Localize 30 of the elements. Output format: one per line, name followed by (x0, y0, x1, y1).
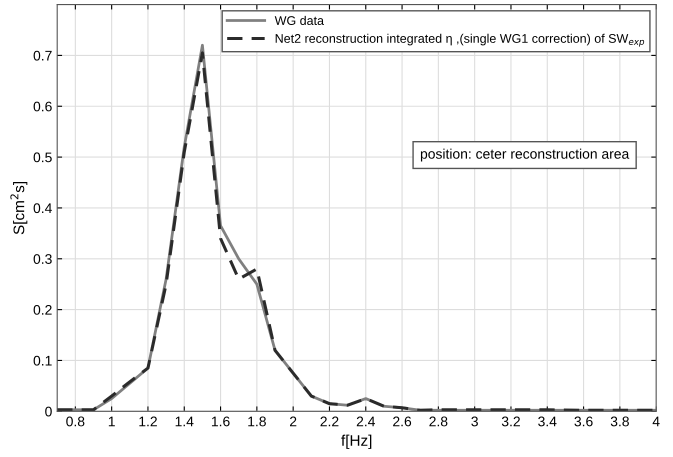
y-axis-title: S[cm$^{2}$s] (10, 182, 28, 234)
x-tick-label: 3 (471, 416, 478, 426)
y-tick-label: 0 (45, 406, 52, 416)
x-tick-label: 1.8 (248, 416, 266, 426)
x-tick-label: 3.6 (574, 416, 593, 426)
x-tick-label: 1 (108, 416, 115, 426)
x-tick-label: 3.2 (502, 416, 520, 426)
x-tick-label: 1.2 (139, 416, 157, 426)
x-tick-label: 2 (290, 416, 296, 426)
x-tick-label: 0.8 (66, 416, 84, 426)
y-tick-label: 0.4 (34, 203, 52, 214)
legend-label: Net2 reconstruction integrated η ,(single WG1 correction) of SW$_{exp}$ (276, 34, 644, 47)
x-tick-label: 3.4 (538, 416, 557, 426)
legend-label: WG data (274, 16, 324, 25)
x-tick-label: 2.2 (320, 416, 338, 426)
annotation: position: ceter reconstruction area (420, 148, 630, 162)
x-tick-label: 2.6 (393, 416, 412, 426)
y-tick-label: 0.3 (34, 254, 52, 264)
y-tick-label: 0.5 (34, 152, 52, 162)
x-tick-label: 2.4 (356, 416, 376, 426)
x-tick-label: 1.6 (212, 416, 230, 426)
x-axis-title: f[Hz] (341, 434, 372, 449)
y-tick-label: 0.6 (34, 102, 52, 112)
x-tick-label: 1.4 (176, 416, 194, 426)
x-tick-label: 3.8 (610, 416, 629, 426)
y-tick-label: 0.2 (34, 304, 52, 315)
y-tick-label: 0.1 (34, 356, 52, 366)
y-tick-label: 0.7 (34, 50, 52, 61)
x-tick-label: 2.8 (429, 416, 448, 426)
x-tick-label: 4 (652, 416, 660, 426)
